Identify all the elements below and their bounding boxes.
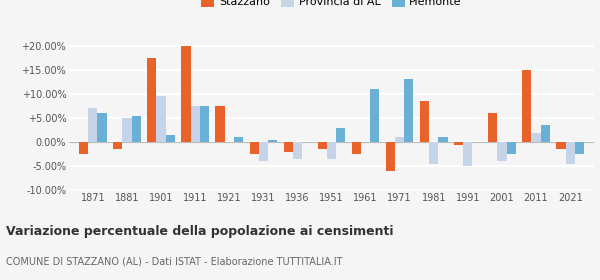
Legend: Stazzano, Provincia di AL, Piemonte: Stazzano, Provincia di AL, Piemonte [197,0,466,12]
Bar [541,125,550,142]
Bar [131,116,141,142]
Bar [157,96,166,142]
Bar [250,142,259,154]
Bar [79,142,88,154]
Bar [284,142,293,152]
Bar [497,142,506,162]
Bar [556,142,566,150]
Bar [429,142,439,164]
Text: COMUNE DI STAZZANO (AL) - Dati ISTAT - Elaborazione TUTTITALIA.IT: COMUNE DI STAZZANO (AL) - Dati ISTAT - E… [6,256,343,266]
Bar [181,46,191,142]
Bar [268,140,277,142]
Bar [113,142,122,150]
Bar [317,142,327,150]
Bar [259,142,268,162]
Bar [97,113,107,142]
Bar [395,137,404,142]
Bar [370,89,379,142]
Bar [386,142,395,171]
Bar [191,106,200,142]
Bar [532,132,541,142]
Bar [352,142,361,154]
Bar [200,106,209,142]
Bar [336,128,346,142]
Bar [215,106,224,142]
Bar [327,142,336,159]
Bar [575,142,584,154]
Bar [404,80,413,142]
Bar [463,142,472,166]
Text: Variazione percentuale della popolazione ai censimenti: Variazione percentuale della popolazione… [6,225,394,238]
Bar [439,137,448,142]
Bar [506,142,516,154]
Bar [234,137,243,142]
Bar [454,142,463,144]
Bar [293,142,302,159]
Bar [122,118,131,142]
Bar [488,113,497,142]
Bar [88,108,97,142]
Bar [566,142,575,164]
Bar [166,135,175,142]
Bar [522,70,532,142]
Bar [147,58,157,142]
Bar [420,101,429,142]
